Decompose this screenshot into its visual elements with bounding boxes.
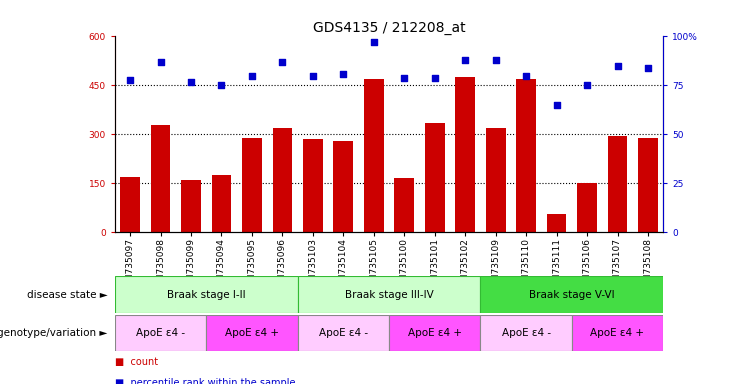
Text: ApoE ε4 +: ApoE ε4 +: [225, 328, 279, 338]
Bar: [572, 315, 663, 351]
Point: [276, 59, 288, 65]
Text: ■  count: ■ count: [115, 357, 158, 367]
Bar: [298, 315, 389, 351]
Bar: [425, 123, 445, 232]
Bar: [242, 138, 262, 232]
Bar: [150, 124, 170, 232]
Text: ■  percentile rank within the sample: ■ percentile rank within the sample: [115, 378, 296, 384]
Point: [399, 74, 411, 81]
Text: Braak stage I-II: Braak stage I-II: [167, 290, 245, 300]
Title: GDS4135 / 212208_at: GDS4135 / 212208_at: [313, 22, 465, 35]
Bar: [394, 179, 414, 232]
Point: [337, 71, 349, 77]
Text: ApoE ε4 +: ApoE ε4 +: [408, 328, 462, 338]
Bar: [120, 177, 140, 232]
Point: [551, 102, 562, 108]
Point: [520, 73, 532, 79]
Bar: [115, 315, 206, 351]
Bar: [516, 79, 536, 232]
Bar: [547, 214, 566, 232]
Text: disease state ►: disease state ►: [27, 290, 107, 300]
Bar: [115, 276, 298, 313]
Point: [429, 74, 441, 81]
Text: ApoE ε4 -: ApoE ε4 -: [319, 328, 368, 338]
Text: ApoE ε4 -: ApoE ε4 -: [136, 328, 185, 338]
Bar: [364, 79, 384, 232]
Point: [581, 83, 593, 89]
Bar: [480, 276, 663, 313]
Text: Braak stage V-VI: Braak stage V-VI: [529, 290, 614, 300]
Point: [216, 83, 227, 89]
Text: ApoE ε4 +: ApoE ε4 +: [591, 328, 645, 338]
Bar: [486, 128, 505, 232]
Bar: [273, 128, 292, 232]
Point: [307, 73, 319, 79]
Bar: [212, 175, 231, 232]
Bar: [389, 315, 480, 351]
Bar: [638, 138, 658, 232]
Bar: [480, 315, 572, 351]
Point: [124, 76, 136, 83]
Text: ApoE ε4 -: ApoE ε4 -: [502, 328, 551, 338]
Point: [611, 63, 623, 69]
Point: [459, 57, 471, 63]
Text: Braak stage III-IV: Braak stage III-IV: [345, 290, 433, 300]
Bar: [303, 139, 323, 232]
Point: [642, 65, 654, 71]
Point: [155, 59, 167, 65]
Point: [490, 57, 502, 63]
Bar: [608, 136, 628, 232]
Point: [368, 39, 379, 45]
Bar: [298, 276, 480, 313]
Bar: [206, 315, 298, 351]
Bar: [181, 180, 201, 232]
Point: [185, 78, 197, 84]
Point: [246, 73, 258, 79]
Bar: [333, 141, 353, 232]
Bar: [577, 184, 597, 232]
Bar: [455, 77, 475, 232]
Text: genotype/variation ►: genotype/variation ►: [0, 328, 107, 338]
